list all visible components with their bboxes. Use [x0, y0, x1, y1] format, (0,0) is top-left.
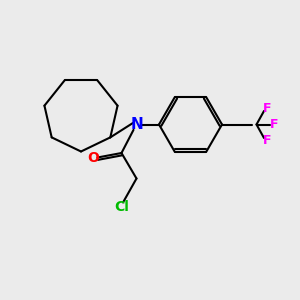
Text: F: F — [270, 118, 279, 131]
Text: N: N — [130, 117, 143, 132]
Text: F: F — [263, 101, 271, 115]
Text: O: O — [87, 151, 99, 164]
Text: F: F — [263, 134, 271, 148]
Text: Cl: Cl — [114, 200, 129, 214]
